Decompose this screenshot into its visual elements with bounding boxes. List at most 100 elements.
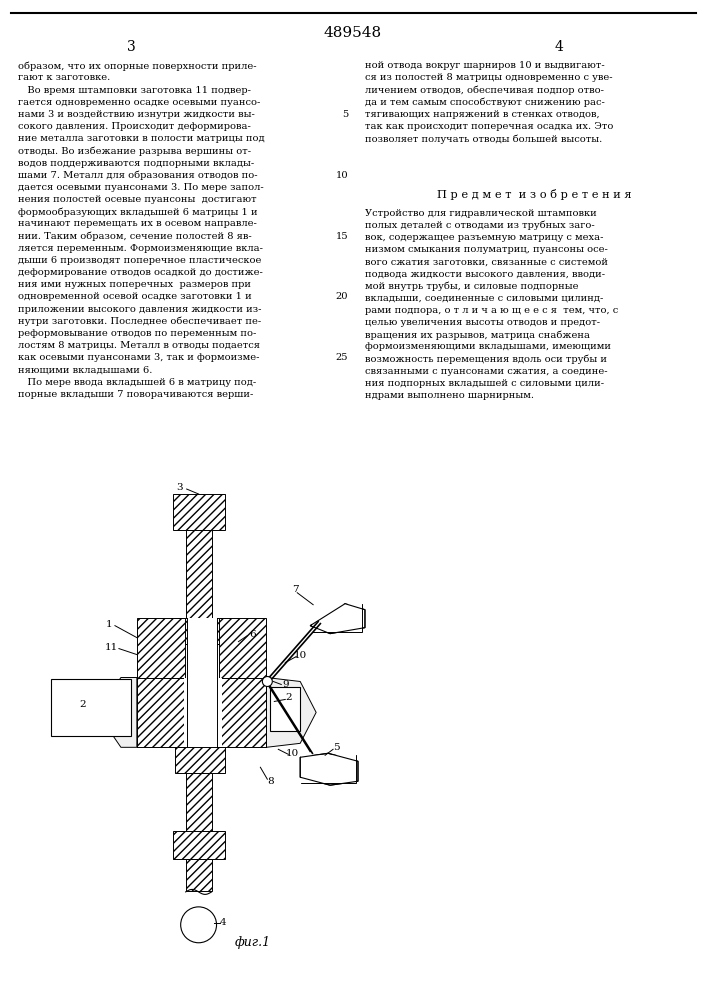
Text: 9: 9 — [282, 680, 288, 689]
Bar — [137, 678, 187, 747]
Text: деформирование отводов осадкой до достиже-: деформирование отводов осадкой до достиж… — [18, 268, 263, 277]
Text: как осевыми пуансонами 3, так и формоизме-: как осевыми пуансонами 3, так и формоизм… — [18, 353, 259, 362]
Bar — [184, 678, 189, 747]
Bar — [186, 530, 211, 618]
Text: приложении высокого давления жидкости из-: приложении высокого давления жидкости из… — [18, 305, 262, 314]
Circle shape — [262, 677, 272, 686]
Text: возможность перемещения вдоль оси трубы и: возможность перемещения вдоль оси трубы … — [365, 355, 607, 364]
Text: одновременной осевой осадке заготовки 1 и: одновременной осевой осадке заготовки 1 … — [18, 292, 252, 301]
Text: вок, содержащее разъемную матрицу с меха-: вок, содержащее разъемную матрицу с меха… — [365, 233, 604, 242]
Polygon shape — [300, 753, 358, 785]
Text: лостям 8 матрицы. Металл в отводы подается: лостям 8 матрицы. Металл в отводы подает… — [18, 341, 260, 350]
Text: ния ими нужных поперечных  размеров при: ния ими нужных поперечных размеров при — [18, 280, 251, 289]
Text: нения полостей осевые пуансоны  достигают: нения полостей осевые пуансоны достигают — [18, 195, 257, 204]
Text: дыши 6 производят поперечное пластическое: дыши 6 производят поперечное пластическо… — [18, 256, 262, 265]
Bar — [175, 618, 225, 644]
Text: 3: 3 — [176, 483, 183, 492]
Text: шами 7. Металл для образования отводов по-: шами 7. Металл для образования отводов п… — [18, 171, 258, 180]
Text: подвода жидкости высокого давления, вводи-: подвода жидкости высокого давления, ввод… — [365, 269, 605, 278]
Bar — [186, 859, 211, 891]
Text: фиг.1: фиг.1 — [234, 936, 271, 949]
Text: гается одновременно осадке осевыми пуансо-: гается одновременно осадке осевыми пуанс… — [18, 98, 261, 107]
Text: низмом смыкания полуматриц, пуансоны осе-: низмом смыкания полуматриц, пуансоны осе… — [365, 245, 608, 254]
Bar — [216, 678, 267, 747]
Bar — [186, 773, 211, 831]
Text: формоизменяющими вкладышами, имеющими: формоизменяющими вкладышами, имеющими — [365, 342, 611, 351]
Text: 5: 5 — [333, 743, 339, 752]
Text: да и тем самым способствуют снижению рас-: да и тем самым способствуют снижению рас… — [365, 98, 604, 107]
Text: так как происходит поперечная осадка их. Это: так как происходит поперечная осадка их.… — [365, 122, 614, 131]
Text: 2: 2 — [285, 693, 291, 702]
Bar — [173, 831, 225, 859]
Text: рами подпора, о т л и ч а ю щ е е с я  тем, что, с: рами подпора, о т л и ч а ю щ е е с я те… — [365, 306, 618, 315]
Bar — [312, 604, 362, 632]
Text: личением отводов, обеспечивая подпор отво-: личением отводов, обеспечивая подпор отв… — [365, 86, 604, 95]
Bar — [301, 755, 356, 783]
Text: 20: 20 — [336, 292, 348, 301]
Text: П р е д м е т  и з о б р е т е н и я: П р е д м е т и з о б р е т е н и я — [437, 189, 631, 200]
Text: формообразующих вкладышей 6 матрицы 1 и: формообразующих вкладышей 6 матрицы 1 и — [18, 207, 258, 217]
Text: водов поддерживаются подпорными вклады-: водов поддерживаются подпорными вклады- — [18, 159, 255, 168]
Text: 4: 4 — [219, 918, 226, 927]
Text: ния подпорных вкладышей с силовыми цили-: ния подпорных вкладышей с силовыми цили- — [365, 379, 604, 388]
Text: позволяет получать отводы большей высоты.: позволяет получать отводы большей высоты… — [365, 134, 602, 144]
Bar — [218, 618, 267, 678]
Text: тягивающих напряжений в стенках отводов,: тягивающих напряжений в стенках отводов, — [365, 110, 600, 119]
Text: образом, что их опорные поверхности приле-: образом, что их опорные поверхности прил… — [18, 61, 257, 71]
Text: мой внутрь трубы, и силовые подпорные: мой внутрь трубы, и силовые подпорные — [365, 282, 578, 291]
Bar — [270, 687, 300, 731]
Text: нутри заготовки. Последнее обеспечивает пе-: нутри заготовки. Последнее обеспечивает … — [18, 317, 262, 326]
Text: ся из полостей 8 матрицы одновременно с уве-: ся из полостей 8 матрицы одновременно с … — [365, 73, 612, 82]
Text: вкладыши, соединенные с силовыми цилинд-: вкладыши, соединенные с силовыми цилинд- — [365, 294, 603, 303]
Text: 1: 1 — [105, 620, 112, 629]
Text: 15: 15 — [335, 232, 348, 241]
Text: 7: 7 — [292, 585, 298, 594]
Text: Устройство для гидравлической штамповки: Устройство для гидравлической штамповки — [365, 209, 597, 218]
Text: 25: 25 — [336, 353, 348, 362]
Bar — [175, 747, 225, 773]
Bar — [216, 678, 221, 747]
Text: начинают перемещать их в осевом направле-: начинают перемещать их в осевом направле… — [18, 219, 257, 228]
Text: 4: 4 — [555, 40, 563, 54]
Text: целью увеличения высоты отводов и предот-: целью увеличения высоты отводов и предот… — [365, 318, 600, 327]
Bar — [312, 604, 362, 632]
Text: ляется переменным. Формоизменяющие вкла-: ляется переменным. Формоизменяющие вкла- — [18, 244, 263, 253]
Text: 11: 11 — [105, 643, 117, 652]
Bar — [187, 618, 216, 678]
Text: нии. Таким образом, сечение полостей 8 яв-: нии. Таким образом, сечение полостей 8 я… — [18, 232, 252, 241]
Text: Во время штамповки заготовка 11 подвер-: Во время штамповки заготовка 11 подвер- — [18, 86, 251, 95]
Text: 10: 10 — [335, 171, 348, 180]
Text: порные вкладыши 7 поворачиваются верши-: порные вкладыши 7 поворачиваются верши- — [18, 390, 254, 399]
Circle shape — [181, 907, 216, 943]
Text: 5: 5 — [341, 110, 348, 119]
Polygon shape — [97, 678, 137, 747]
Bar — [51, 679, 131, 736]
Text: ндрами выполнено шарнирным.: ндрами выполнено шарнирным. — [365, 391, 534, 400]
Text: дается осевыми пуансонами 3. По мере запол-: дается осевыми пуансонами 3. По мере зап… — [18, 183, 264, 192]
Text: 8: 8 — [267, 777, 274, 786]
Text: ной отвода вокруг шарниров 10 и выдвигают-: ной отвода вокруг шарниров 10 и выдвигаю… — [365, 61, 604, 70]
Text: отводы. Во избежание разрыва вершины от-: отводы. Во избежание разрыва вершины от- — [18, 146, 252, 156]
Text: гают к заготовке.: гают к заготовке. — [18, 73, 110, 82]
Text: ние металла заготовки в полости матрицы под: ние металла заготовки в полости матрицы … — [18, 134, 265, 143]
Text: По мере ввода вкладышей 6 в матрицу под-: По мере ввода вкладышей 6 в матрицу под- — [18, 378, 257, 387]
Text: 2: 2 — [80, 700, 86, 709]
Text: 10: 10 — [293, 651, 307, 660]
Bar — [173, 494, 225, 530]
Text: 6: 6 — [249, 630, 256, 639]
Text: няющими вкладышами 6.: няющими вкладышами 6. — [18, 365, 153, 374]
Text: 489548: 489548 — [324, 26, 382, 40]
Text: связанными с пуансонами сжатия, а соедине-: связанными с пуансонами сжатия, а соедин… — [365, 367, 607, 376]
Polygon shape — [310, 604, 365, 634]
Text: нами 3 и воздействию изнутри жидкости вы-: нами 3 и воздействию изнутри жидкости вы… — [18, 110, 255, 119]
Text: 3: 3 — [127, 40, 135, 54]
Text: 10: 10 — [286, 749, 299, 758]
Text: сокого давления. Происходит деформирова-: сокого давления. Происходит деформирова- — [18, 122, 251, 131]
Bar — [301, 755, 356, 783]
Text: вращения их разрывов, матрица снабжена: вращения их разрывов, матрица снабжена — [365, 330, 590, 340]
Text: полых деталей с отводами из трубных заго-: полых деталей с отводами из трубных заго… — [365, 221, 595, 230]
Polygon shape — [267, 678, 316, 747]
Text: вого сжатия заготовки, связанные с системой: вого сжатия заготовки, связанные с систе… — [365, 257, 608, 266]
Bar — [137, 618, 185, 678]
Text: реформовывание отводов по переменным по-: реформовывание отводов по переменным по- — [18, 329, 257, 338]
